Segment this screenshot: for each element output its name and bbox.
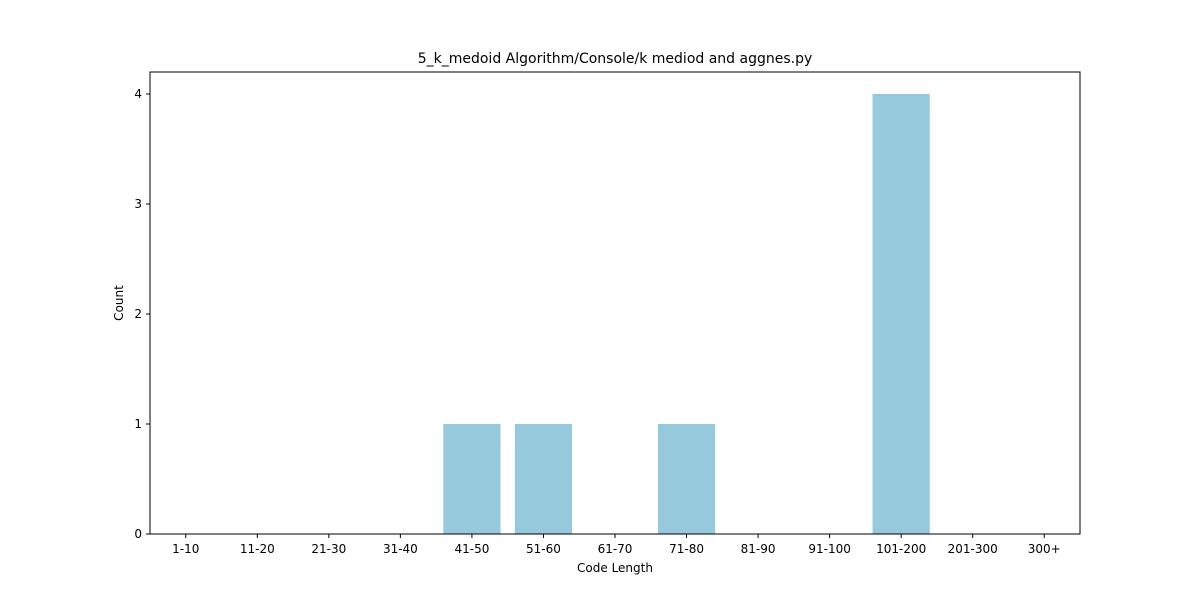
x-tick-label: 81-90 [741,542,776,556]
x-tick-label: 300+ [1028,542,1061,556]
x-tick-label: 51-60 [526,542,561,556]
x-tick-label: 31-40 [383,542,418,556]
x-axis: 1-10 11-20 21-30 31-40 41-50 51-60 61-70 71-80 8… [172,534,1061,556]
y-tick-label: 2 [134,307,142,321]
bar-51-60 [514,424,573,534]
bar-41-50 [443,424,501,534]
bars-group [443,94,930,534]
bar-101-200 [872,94,930,534]
x-tick-label: 61-70 [598,542,633,556]
y-tick-label: 3 [134,197,142,211]
x-tick-label: 21-30 [311,542,346,556]
x-tick-label: 41-50 [454,542,489,556]
x-tick-label: 71-80 [669,542,704,556]
y-tick-label: 4 [134,87,142,101]
bar-71-80 [657,424,716,534]
y-tick-label: 0 [134,527,142,541]
x-tick-label: 101-200 [876,542,926,556]
x-tick-label: 1-10 [172,542,199,556]
plot-frame [149,71,1081,535]
y-axis-label: Count [112,285,126,321]
x-axis-label: Code Length [577,561,653,575]
chart-title: 5_k_medoid Algorithm/Console/k mediod an… [418,51,813,67]
x-tick-label: 91-100 [808,542,851,556]
y-axis: 0 1 2 3 4 [134,87,150,541]
x-tick-label: 201-300 [948,542,998,556]
y-tick-label: 1 [134,417,142,431]
x-tick-label: 11-20 [240,542,275,556]
